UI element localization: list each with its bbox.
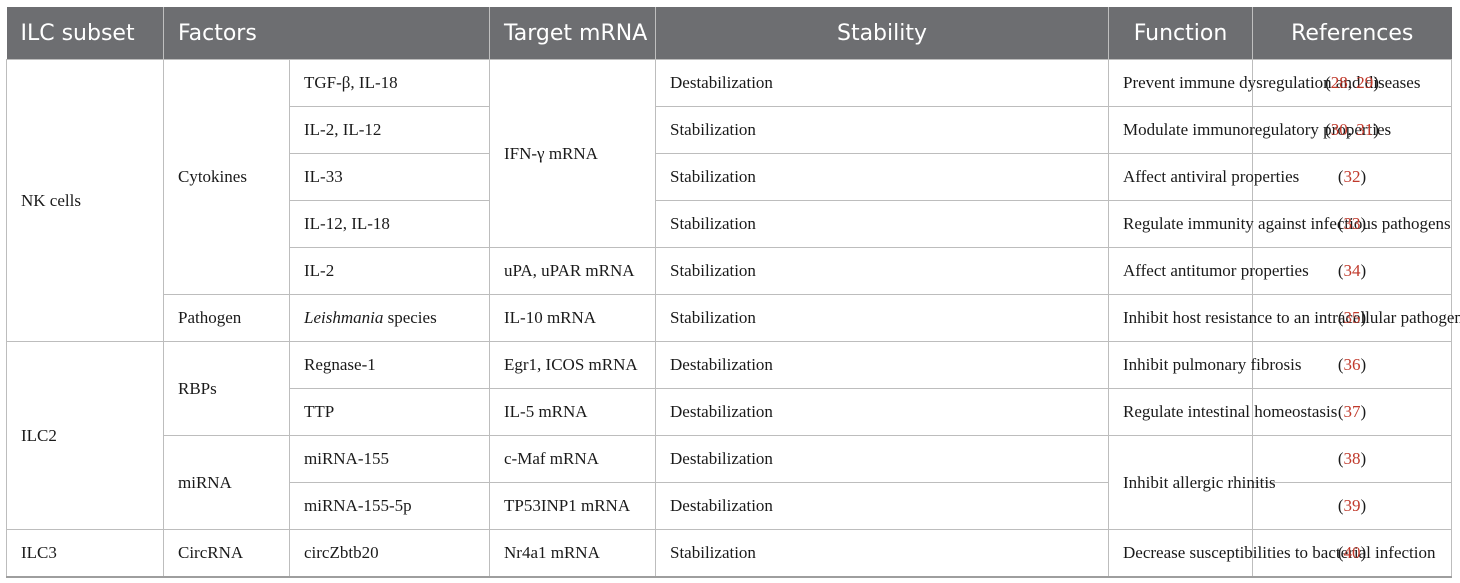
stability-cell: Stabilization [655,247,1109,295]
function-cell: Decrease susceptibilities to bacterial i… [1108,529,1435,578]
stability-cell: Destabilization [655,341,1109,389]
references-cell: (28, 29) [1252,59,1452,107]
stability-cell: Stabilization [655,153,1109,201]
table-container: ILC subset Factors Target mRNA Stability… [6,7,1460,578]
reference-link[interactable]: 29 [1356,73,1374,92]
function-cell: Affect antiviral properties [1108,153,1299,201]
target-cell: IL-5 mRNA [489,388,656,436]
references-cell: (30, 31) [1252,106,1452,154]
factor-cell: IL-33 [289,153,490,201]
target-cell: TP53INP1 mRNA [489,482,656,530]
function-cell: Inhibit allergic rhinitis [1108,435,1276,530]
factor-cell: IL-2 [289,247,490,295]
stability-cell: Destabilization [655,388,1109,436]
stability-cell: Stabilization [655,529,1109,578]
subset-cell: ILC3 [6,529,164,578]
target-cell: IFN-γ mRNA [489,59,656,248]
factor-cell: IL-2, IL-12 [289,106,490,154]
function-cell: Regulate intestinal homeostasis [1108,388,1337,436]
function-cell: Inhibit host resistance to an intracellu… [1108,294,1460,342]
references-cell: (32) [1252,153,1452,201]
factor-cell: TTP [289,388,490,436]
table-row: ILC3 CircRNA circZbtb20 Nr4a1 mRNA Stabi… [6,529,1452,578]
reference-link[interactable]: 31 [1356,120,1374,139]
function-cell: Affect antitumor properties [1108,247,1309,295]
target-cell: IL-10 mRNA [489,294,656,342]
reference-link[interactable]: 40 [1343,543,1361,562]
header-target-mrna: Target mRNA [489,7,656,60]
table-row: Pathogen Leishmania species IL-10 mRNA S… [7,294,1460,342]
target-cell: Egr1, ICOS mRNA [489,341,656,389]
factor-cell: TGF-β, IL-18 [289,59,490,107]
table-row: IL-12, IL-18 Stabilization Regulate immu… [7,200,1452,248]
target-cell: Nr4a1 mRNA [489,529,656,578]
function-cell: Inhibit pulmonary fibrosis [1108,341,1301,389]
stability-cell: Destabilization [655,482,1109,530]
stability-cell: Destabilization [655,59,1109,107]
factor-category-cell: CircRNA [163,529,290,578]
reference-link[interactable]: 35 [1343,308,1361,327]
factor-cell: circZbtb20 [289,529,490,578]
reference-link[interactable]: 37 [1343,402,1361,421]
header-function: Function [1108,7,1253,60]
reference-link[interactable]: 38 [1343,449,1361,468]
table-row: IL-33 Stabilization Affect antiviral pro… [7,153,1452,201]
table-row: miRNA-155-5p TP53INP1 mRNA Destabilizati… [7,482,1452,530]
reference-link[interactable]: 30 [1330,120,1348,139]
factor-cell: Leishmania species [289,294,490,342]
species-name: Leishmania [304,308,384,327]
factor-category-cell: RBPs [163,341,290,436]
function-cell: Regulate immunity against infectious pat… [1108,200,1451,248]
subset-cell: NK cells [6,59,164,342]
species-suffix: species [383,308,437,327]
table-row: miRNA miRNA-155 c-Maf mRNA Destabilizati… [7,435,1452,530]
reference-link[interactable]: 36 [1343,355,1361,374]
factor-category-cell: Pathogen [163,294,290,342]
table-row: ILC2 RBPs Regnase-1 Egr1, ICOS mRNA Dest… [6,341,1452,530]
table-row: IL-2, IL-12 Stabilization Modulate immun… [7,106,1452,154]
references-cell: (40) [1252,529,1452,578]
header-row: ILC subset Factors Target mRNA Stability… [6,7,1452,60]
references-cell: (35) [1252,294,1452,342]
reference-link[interactable]: 33 [1343,214,1361,233]
stability-cell: Stabilization [655,106,1109,154]
table-row: IL-2 uPA, uPAR mRNA Stabilization Affect… [7,247,1452,295]
header-ilc-subset: ILC subset [6,7,164,60]
reference-link[interactable]: 34 [1343,261,1361,280]
reference-link[interactable]: 32 [1343,167,1361,186]
factor-category-cell: Cytokines [163,59,290,295]
table-row: NK cells Cytokines TGF-β, IL-18 IFN-γ mR… [6,59,1452,342]
target-cell: uPA, uPAR mRNA [489,247,656,295]
reference-link[interactable]: 39 [1343,496,1361,515]
function-cell: Modulate immunoregulatory properties [1108,106,1391,154]
header-factors: Factors [163,7,490,60]
stability-cell: Destabilization [655,435,1109,483]
function-cell: Prevent immune dysregulation and disease… [1108,59,1420,107]
references-cell: (36) [1252,341,1452,389]
header-stability: Stability [655,7,1109,60]
reference-link[interactable]: 28 [1330,73,1348,92]
references-cell: (37) [1252,388,1452,436]
factor-cell: miRNA-155 [289,435,490,483]
references-cell: (38) [1252,435,1452,483]
references-cell: (39) [1252,482,1452,530]
target-cell: c-Maf mRNA [489,435,656,483]
header-references: References [1252,7,1452,60]
stability-cell: Stabilization [655,294,1109,342]
stability-cell: Stabilization [655,200,1109,248]
factor-category-cell: miRNA [163,435,290,530]
factor-cell: Regnase-1 [289,341,490,389]
references-cell: (33) [1252,200,1452,248]
factor-cell: IL-12, IL-18 [289,200,490,248]
ilc-mrna-stability-table: ILC subset Factors Target mRNA Stability… [6,7,1460,578]
factor-cell: miRNA-155-5p [289,482,490,530]
subset-cell: ILC2 [6,341,164,530]
table-row: TTP IL-5 mRNA Destabilization Regulate i… [7,388,1452,436]
